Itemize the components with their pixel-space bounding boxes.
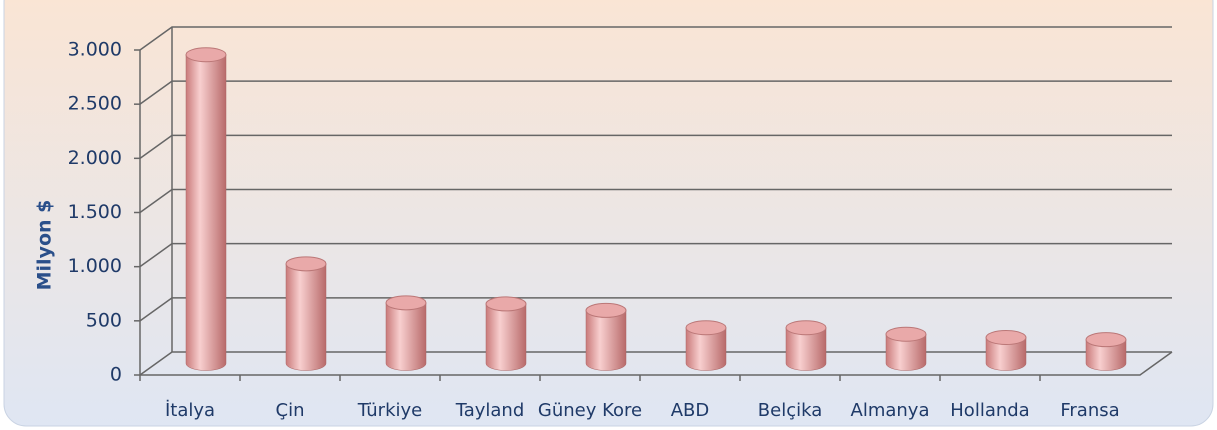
y-tick-label: 3.000 (68, 39, 122, 61)
x-tick-label: Belçika (758, 400, 822, 421)
bar-top (1085, 332, 1127, 348)
x-tick-label: Hollanda (950, 400, 1029, 421)
y-tick-label: 500 (86, 309, 122, 331)
bar-top (385, 295, 427, 311)
grid-line (139, 242, 1172, 268)
bar-top (885, 326, 927, 342)
grid-line (139, 297, 1172, 322)
y-tick-label: 2.500 (68, 93, 122, 115)
grid-line (139, 26, 1172, 51)
bar (285, 263, 327, 371)
x-tick-label: Fransa (1060, 400, 1119, 421)
bar (185, 54, 227, 371)
grid-line (139, 188, 1172, 214)
floor-edge (140, 351, 1173, 376)
x-tick-label: ABD (671, 400, 710, 421)
bar (785, 327, 827, 371)
x-tick-label: Türkiye (357, 400, 423, 421)
bar (585, 310, 627, 371)
y-tick-label: 2.000 (68, 147, 122, 169)
x-tick-label: İtalya (165, 400, 215, 421)
bar-top (485, 296, 527, 312)
y-tick-label: 0 (110, 364, 122, 386)
x-tick-label: Güney Kore (538, 400, 642, 421)
x-tick-label: Çin (276, 400, 305, 421)
bar-top (685, 320, 727, 336)
x-tick-label: Almanya (851, 400, 930, 421)
bar-top (585, 302, 627, 318)
grid-line (139, 80, 1172, 105)
bar (685, 327, 727, 371)
y-tick-label: 1.000 (68, 255, 122, 277)
y-axis-label: Milyon $ (34, 200, 56, 291)
bar-top (785, 320, 827, 336)
bar-top (285, 256, 327, 272)
bar (385, 302, 427, 371)
bar (1085, 339, 1127, 371)
bar (985, 337, 1027, 371)
grid-line (139, 351, 1172, 376)
bar (485, 303, 527, 371)
plot-area: 0 500 1.000 1.500 2.000 2.500 3.000 İtalya Çin Tü… (68, 26, 1173, 421)
y-tick-label: 1.500 (68, 201, 122, 223)
x-tick-label: Tayland (455, 400, 525, 421)
grid-line (139, 134, 1172, 159)
bar-top (185, 47, 227, 63)
bar-top (985, 330, 1027, 345)
bar (885, 334, 927, 371)
